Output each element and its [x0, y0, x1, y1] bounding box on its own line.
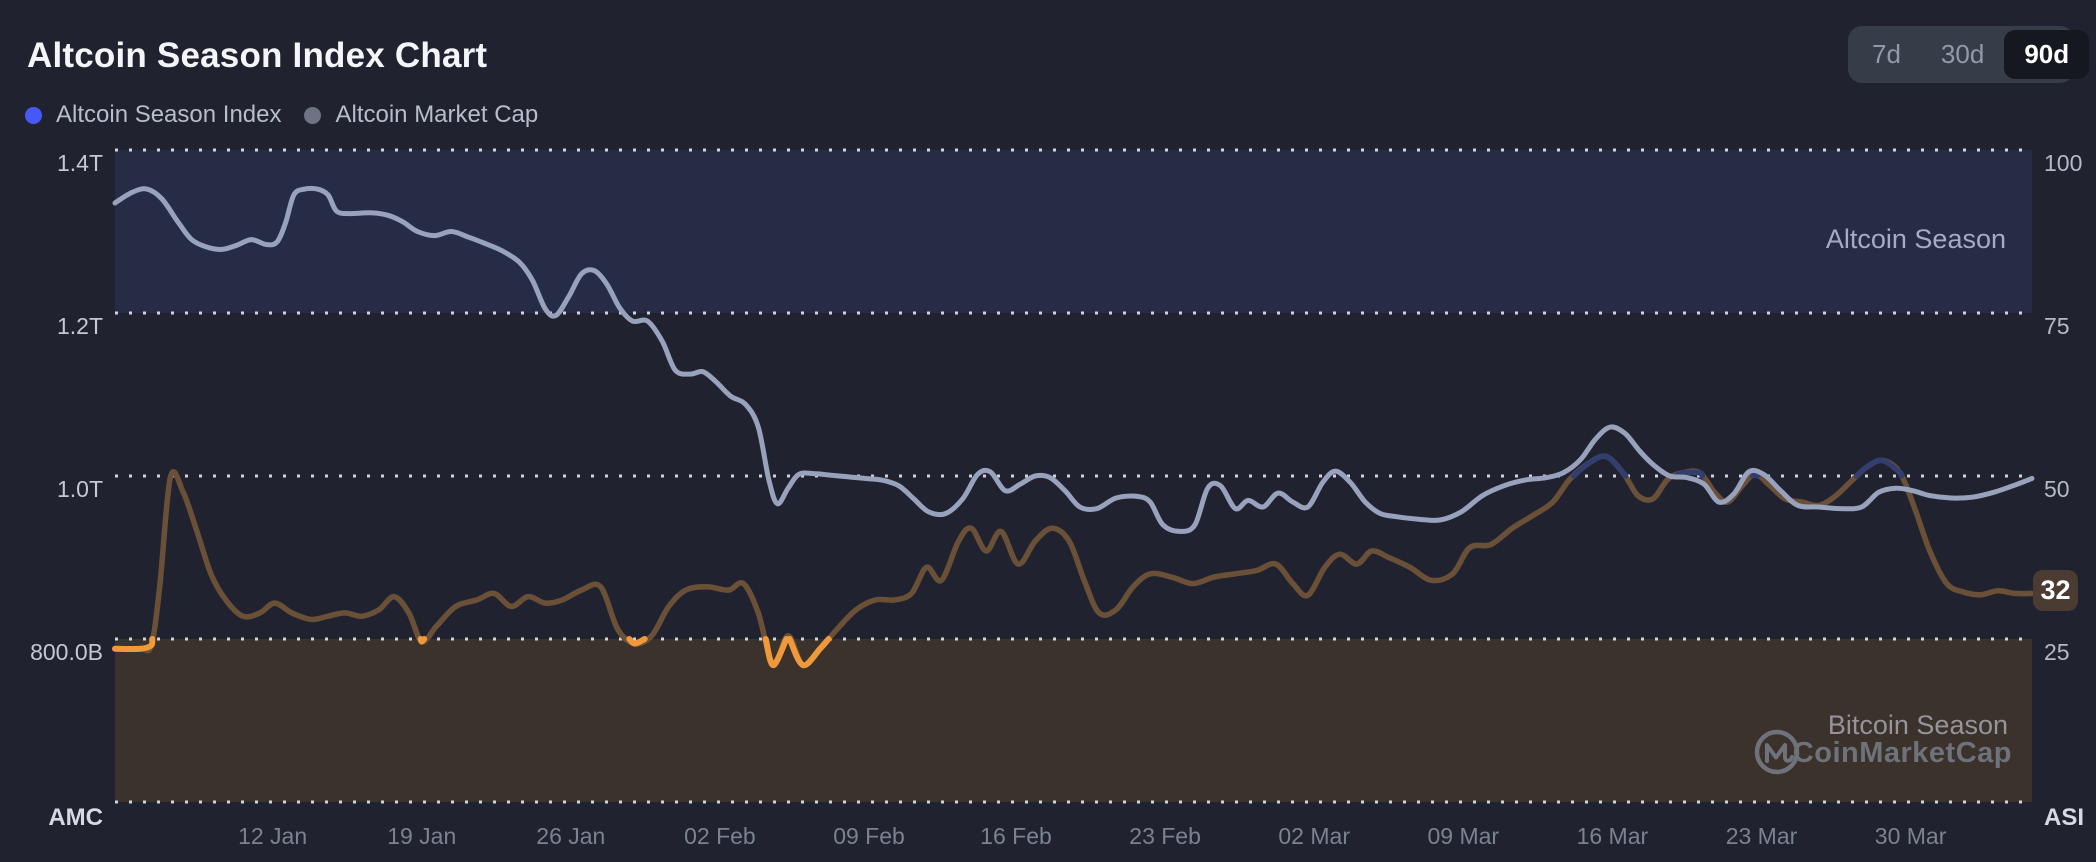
bitcoin-season-band [115, 639, 2032, 802]
asi-line-bitcoin-season-segment [626, 636, 648, 647]
right-axis-tick: 75 [2044, 313, 2070, 339]
legend-label: Altcoin Market Cap [335, 101, 539, 128]
x-axis-tick: 30 Mar [1875, 823, 1947, 849]
x-axis-tick: 16 Mar [1577, 823, 1649, 849]
coinmarketcap-logo-icon [1754, 729, 1800, 775]
chart-series [112, 185, 2035, 669]
altcoin-season-band [115, 150, 2032, 313]
asi-line-altcoin-leaning-segment [1570, 453, 1628, 479]
x-axis-tick: 09 Mar [1427, 823, 1499, 849]
page-title: Altcoin Season Index Chart [27, 36, 488, 75]
left-axis-tick: 1.4T [57, 150, 103, 176]
left-axis-tick: 1.0T [57, 476, 103, 502]
x-axis-tick: 12 Jan [238, 823, 307, 849]
x-axis-tick: 26 Jan [536, 823, 605, 849]
asi-line [112, 453, 2035, 669]
asi-line-altcoin-leaning-segment [1750, 471, 1761, 479]
legend-label: Altcoin Season Index [56, 101, 282, 128]
x-axis-tick: 02 Feb [684, 823, 756, 849]
legend-item-altcoin-market-cap[interactable]: Altcoin Market Cap [304, 101, 538, 129]
asi-line-bitcoin-season-segment [786, 636, 832, 669]
x-axis-tick: 02 Mar [1278, 823, 1350, 849]
right-axis-tick: 25 [2044, 639, 2070, 665]
left-axis-tick: 800.0B [30, 639, 103, 665]
x-axis-tick: 09 Feb [833, 823, 905, 849]
coinmarketcap-wordmark: CoinMarketCap [1793, 737, 2012, 769]
coinmarketcap-logo-m-glyph [1765, 743, 1794, 763]
asi-line-altcoin-leaning-segment [1854, 457, 1905, 479]
x-axis-tick: 16 Feb [980, 823, 1052, 849]
range-button-7d[interactable]: 7d [1852, 30, 1921, 79]
asi-line-bitcoin-season-segment [762, 636, 790, 669]
legend-item-altcoin-season-index[interactable]: Altcoin Season Index [25, 101, 281, 129]
gridlines [115, 148, 2032, 804]
right-axis-tick: 100 [2044, 150, 2082, 176]
season-zone-bands [115, 150, 2032, 802]
current-value-badge: 32 [2033, 570, 2078, 611]
right-axis-tick: 50 [2044, 476, 2070, 502]
altcoin-season-zone-label: Altcoin Season [1826, 224, 2006, 254]
bitcoin-season-zone-label: Bitcoin Season [1828, 710, 2008, 740]
left-axis-tick: 1.2T [57, 313, 103, 339]
amc-line [112, 185, 2035, 534]
x-axis-tick: 23 Feb [1129, 823, 1201, 849]
asi-line-altcoin-leaning-segment [1672, 469, 1705, 479]
current-value-label: 32 [2040, 575, 2070, 605]
coinmarketcap-watermark: CoinMarketCap [1754, 729, 2012, 775]
x-axis-tick: 19 Jan [387, 823, 456, 849]
asi-line-bitcoin-season-segment [112, 636, 156, 653]
altcoin-market-cap-dot-icon [304, 106, 322, 124]
chart-legend: Altcoin Season Index Altcoin Market Cap [25, 99, 538, 131]
altcoin-season-index-dot-icon [25, 106, 42, 124]
current-value-badge-bg [2033, 570, 2078, 611]
left-axis-title: AMC [48, 804, 103, 831]
range-switcher: 7d 30d 90d [1848, 26, 2090, 83]
right-axis-title: ASI [2044, 804, 2084, 831]
range-button-90d[interactable]: 90d [2004, 30, 2090, 79]
x-axis-tick: 23 Mar [1726, 823, 1798, 849]
axis-labels: 1.4T 1.2T 1.0T 800.0B 100 75 50 25 12 Jan 19 Jan 2… [30, 150, 2082, 849]
asi-line-bitcoin-season-segment [417, 636, 428, 645]
range-button-30d[interactable]: 30d [1921, 30, 2004, 79]
